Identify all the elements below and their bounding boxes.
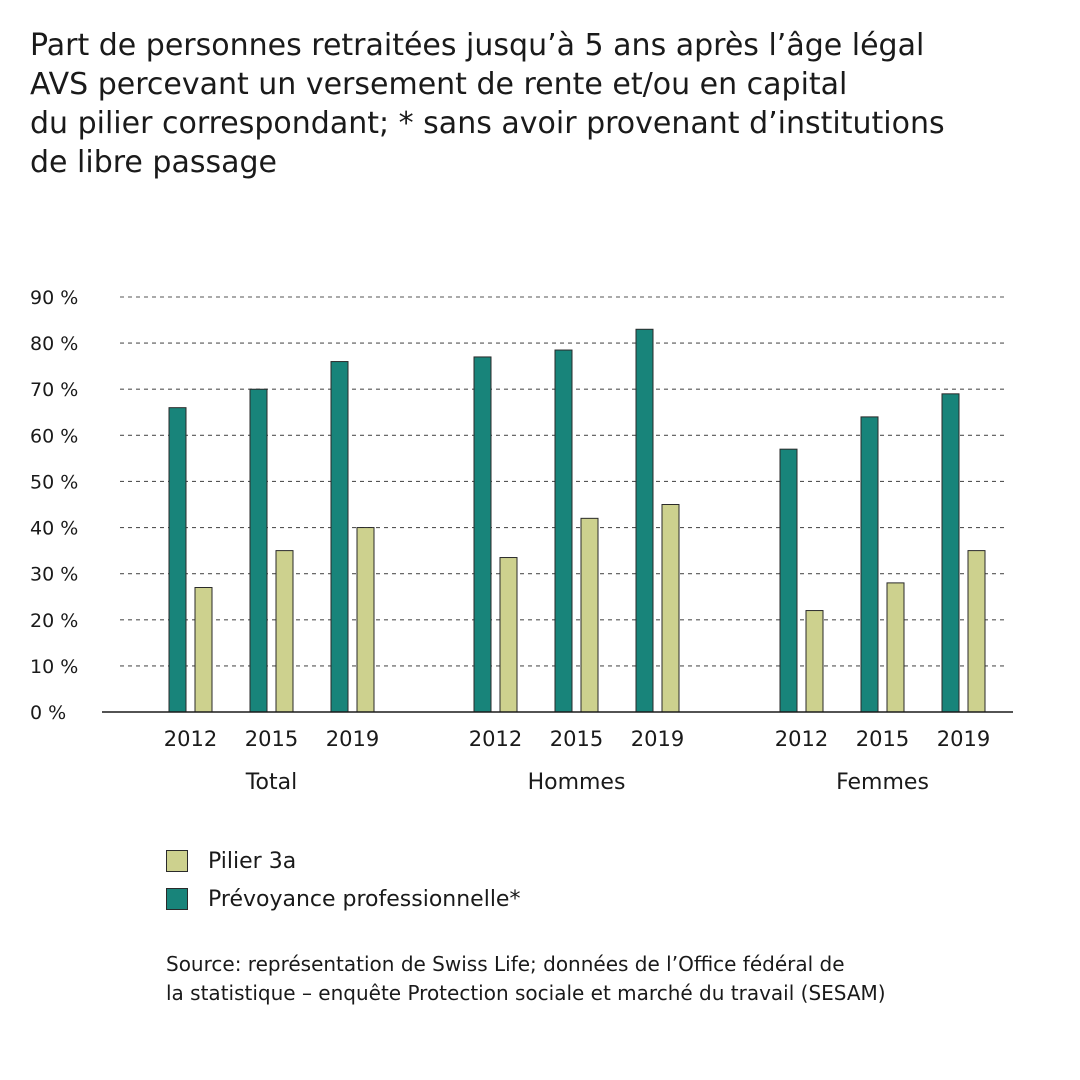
legend-swatch-prevoyance-professionnelle	[166, 888, 188, 910]
source-note: Source: représentation de Swiss Life; do…	[166, 950, 1066, 1008]
group-label: Hommes	[528, 770, 626, 795]
bar-pilier-3a	[356, 527, 375, 713]
x-tick-label: 2012	[775, 727, 828, 751]
bar-prevoyance-professionnelle	[941, 393, 960, 713]
source-line: la statistique – enquête Protection soci…	[166, 981, 886, 1005]
group-label: Total	[245, 770, 297, 795]
chart-title-line: Part de personnes retraitées jusqu’à 5 a…	[30, 28, 925, 63]
bar-pilier-3a	[805, 610, 824, 713]
legend-item-prevoyance-professionnelle: Prévoyance professionnelle*	[166, 880, 520, 918]
y-tick-label: 10 %	[30, 656, 78, 678]
bar-prevoyance-professionnelle	[635, 328, 654, 713]
x-tick-label: 2012	[164, 727, 217, 751]
legend-item-pilier-3a: Pilier 3a	[166, 842, 520, 880]
source-line: Source: représentation de Swiss Life; do…	[166, 952, 845, 976]
chart-title: Part de personnes retraitées jusqu’à 5 a…	[30, 26, 1050, 182]
bar-pilier-3a	[275, 550, 294, 713]
bar-prevoyance-professionnelle	[249, 388, 268, 713]
y-tick-label: 80 %	[30, 333, 78, 355]
bar-chart: 0 % 10 % 20 % 30 % 40 % 50 % 60 % 70 % 80 % 90 % 2…	[30, 287, 1013, 795]
x-tick-label: 2012	[469, 727, 522, 751]
legend-swatch-pilier-3a	[166, 850, 188, 872]
y-tick-label: 20 %	[30, 610, 78, 632]
x-tick-label: 2019	[326, 727, 379, 751]
y-tick-label: 70 %	[30, 379, 78, 401]
y-tick-label: 50 %	[30, 471, 78, 493]
bar-prevoyance-professionnelle	[330, 361, 349, 713]
bar-pilier-3a	[661, 504, 680, 713]
group-label: Femmes	[836, 770, 929, 795]
bar-prevoyance-professionnelle	[168, 407, 187, 713]
bar-prevoyance-professionnelle	[473, 356, 492, 713]
x-tick-label: 2015	[550, 727, 603, 751]
chart-title-line: AVS percevant un versement de rente et/o…	[30, 67, 848, 102]
bar-prevoyance-professionnelle	[860, 416, 879, 713]
legend-label: Pilier 3a	[208, 848, 297, 874]
y-tick-label: 30 %	[30, 564, 78, 586]
bar-prevoyance-professionnelle	[554, 349, 573, 713]
y-tick-label: 0 %	[30, 702, 66, 724]
x-tick-label: 2019	[631, 727, 684, 751]
legend-label: Prévoyance professionnelle*	[208, 886, 521, 912]
x-tick-label: 2015	[856, 727, 909, 751]
bar-pilier-3a	[886, 582, 905, 713]
x-tick-label: 2015	[245, 727, 298, 751]
y-tick-label: 40 %	[30, 518, 78, 540]
chart-title-line: de libre passage	[30, 145, 277, 180]
y-tick-label: 90 %	[30, 287, 78, 309]
chart-title-line: du pilier correspondant; * sans avoir pr…	[30, 106, 945, 141]
x-tick-label: 2019	[937, 727, 990, 751]
bar-pilier-3a	[580, 517, 599, 713]
bar-prevoyance-professionnelle	[779, 448, 798, 713]
bar-pilier-3a	[194, 587, 213, 713]
chart-legend: Pilier 3a Prévoyance professionnelle*	[166, 842, 520, 918]
bar-pilier-3a	[499, 557, 518, 713]
bar-pilier-3a	[967, 550, 986, 713]
y-tick-label: 60 %	[30, 425, 78, 447]
